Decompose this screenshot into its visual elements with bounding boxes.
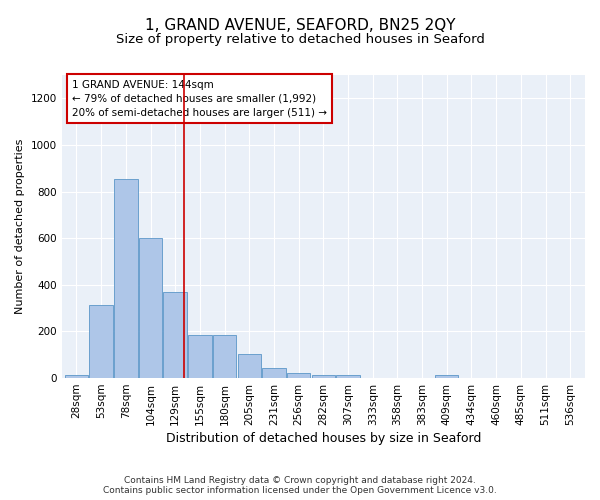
- Bar: [139, 238, 162, 378]
- X-axis label: Distribution of detached houses by size in Seaford: Distribution of detached houses by size …: [166, 432, 481, 445]
- Text: Size of property relative to detached houses in Seaford: Size of property relative to detached ho…: [116, 32, 484, 46]
- Bar: [65, 374, 88, 378]
- Text: 1, GRAND AVENUE, SEAFORD, BN25 2QY: 1, GRAND AVENUE, SEAFORD, BN25 2QY: [145, 18, 455, 32]
- Y-axis label: Number of detached properties: Number of detached properties: [15, 139, 25, 314]
- Text: Contains HM Land Registry data © Crown copyright and database right 2024.
Contai: Contains HM Land Registry data © Crown c…: [103, 476, 497, 495]
- Bar: [213, 335, 236, 378]
- Bar: [114, 178, 137, 378]
- Bar: [262, 368, 286, 378]
- Bar: [188, 335, 212, 378]
- Bar: [311, 374, 335, 378]
- Bar: [435, 374, 458, 378]
- Text: 1 GRAND AVENUE: 144sqm
← 79% of detached houses are smaller (1,992)
20% of semi-: 1 GRAND AVENUE: 144sqm ← 79% of detached…: [72, 80, 327, 118]
- Bar: [238, 354, 261, 378]
- Bar: [89, 304, 113, 378]
- Bar: [163, 292, 187, 378]
- Bar: [336, 374, 360, 378]
- Bar: [287, 374, 310, 378]
